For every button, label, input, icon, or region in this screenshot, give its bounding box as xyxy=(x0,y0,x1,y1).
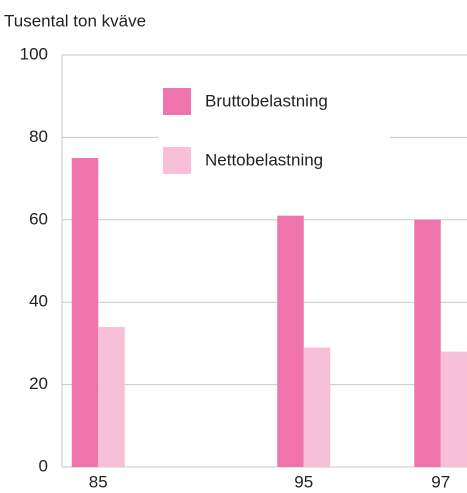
y-tick-label: 0 xyxy=(39,456,48,475)
legend-label: Bruttobelastning xyxy=(205,91,328,110)
legend-swatch xyxy=(163,147,191,174)
y-tick-label: 40 xyxy=(29,292,48,311)
bar xyxy=(440,351,467,467)
bar xyxy=(98,326,125,467)
legend-box xyxy=(158,72,390,184)
x-tick-label: 85 xyxy=(89,472,108,491)
y-axis-label: Tusental ton kväve xyxy=(4,11,146,30)
legend-swatch xyxy=(163,88,191,115)
legend-label: Nettobelastning xyxy=(205,150,323,169)
x-tick-label: 95 xyxy=(294,472,313,491)
y-tick-label: 100 xyxy=(20,44,48,63)
y-tick-label: 80 xyxy=(29,127,48,146)
bar xyxy=(303,347,331,467)
y-tick-label: 20 xyxy=(29,374,48,393)
bar xyxy=(414,219,441,467)
y-tick-label: 60 xyxy=(29,209,48,228)
bar xyxy=(277,215,304,467)
x-tick-label: 97 xyxy=(431,472,450,491)
bar xyxy=(71,158,99,467)
